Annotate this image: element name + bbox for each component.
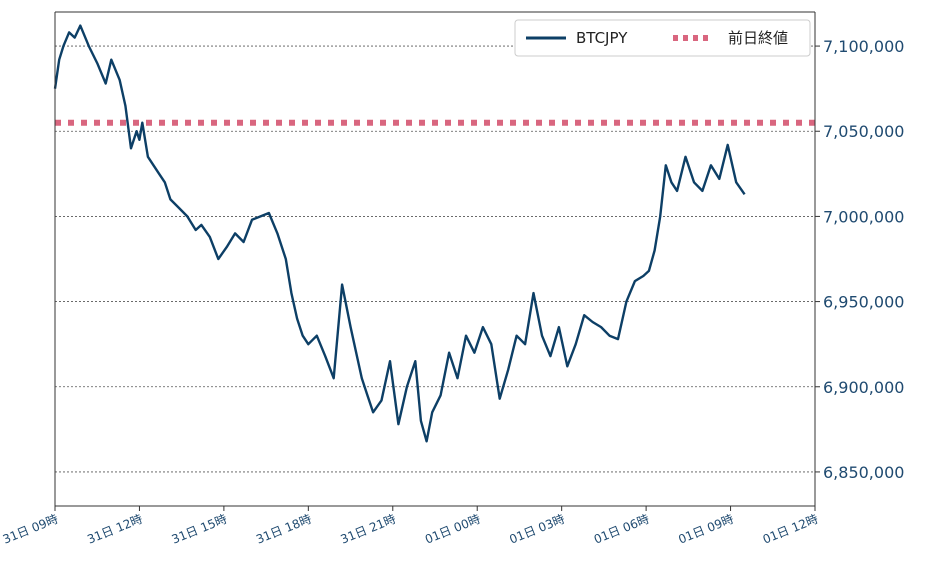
x-tick-label: 01日 03時 <box>507 512 566 547</box>
x-tick-label: 31日 12時 <box>85 512 144 547</box>
y-tick-label: 7,000,000 <box>823 207 904 226</box>
legend-prev-close-label: 前日終値 <box>728 29 788 47</box>
legend: BTCJPY 前日終値 <box>514 19 811 57</box>
x-tick-labels: 31日 09時 31日 12時 31日 15時 31日 18時 31日 21時 01日 0… <box>1 506 820 547</box>
y-tick-label: 6,950,000 <box>823 293 904 312</box>
x-tick-label: 01日 09時 <box>676 512 735 547</box>
btcjpy-line <box>53 24 746 443</box>
x-tick-label: 01日 06時 <box>592 512 651 547</box>
x-tick-label: 31日 21時 <box>339 512 398 547</box>
legend-box <box>514 19 811 57</box>
y-tick-label: 7,050,000 <box>823 122 904 141</box>
y-tick-label: 6,900,000 <box>823 378 904 397</box>
x-tick-label: 31日 18時 <box>254 512 313 547</box>
x-tick-label: 31日 09時 <box>1 512 60 547</box>
y-tick-label: 6,850,000 <box>823 463 904 482</box>
x-tick-label: 01日 00時 <box>423 512 482 547</box>
legend-btcjpy-label: BTCJPY <box>576 29 628 47</box>
axes <box>54 11 816 507</box>
btcjpy-series-group <box>53 24 746 443</box>
y-tick-label: 7,100,000 <box>823 37 904 56</box>
x-tick-label: 01日 12時 <box>761 512 820 547</box>
y-tick-labels: 6,850,000 6,900,000 6,950,000 7,000,000 7,05… <box>815 37 904 482</box>
x-tick-label: 31日 15時 <box>170 512 229 547</box>
